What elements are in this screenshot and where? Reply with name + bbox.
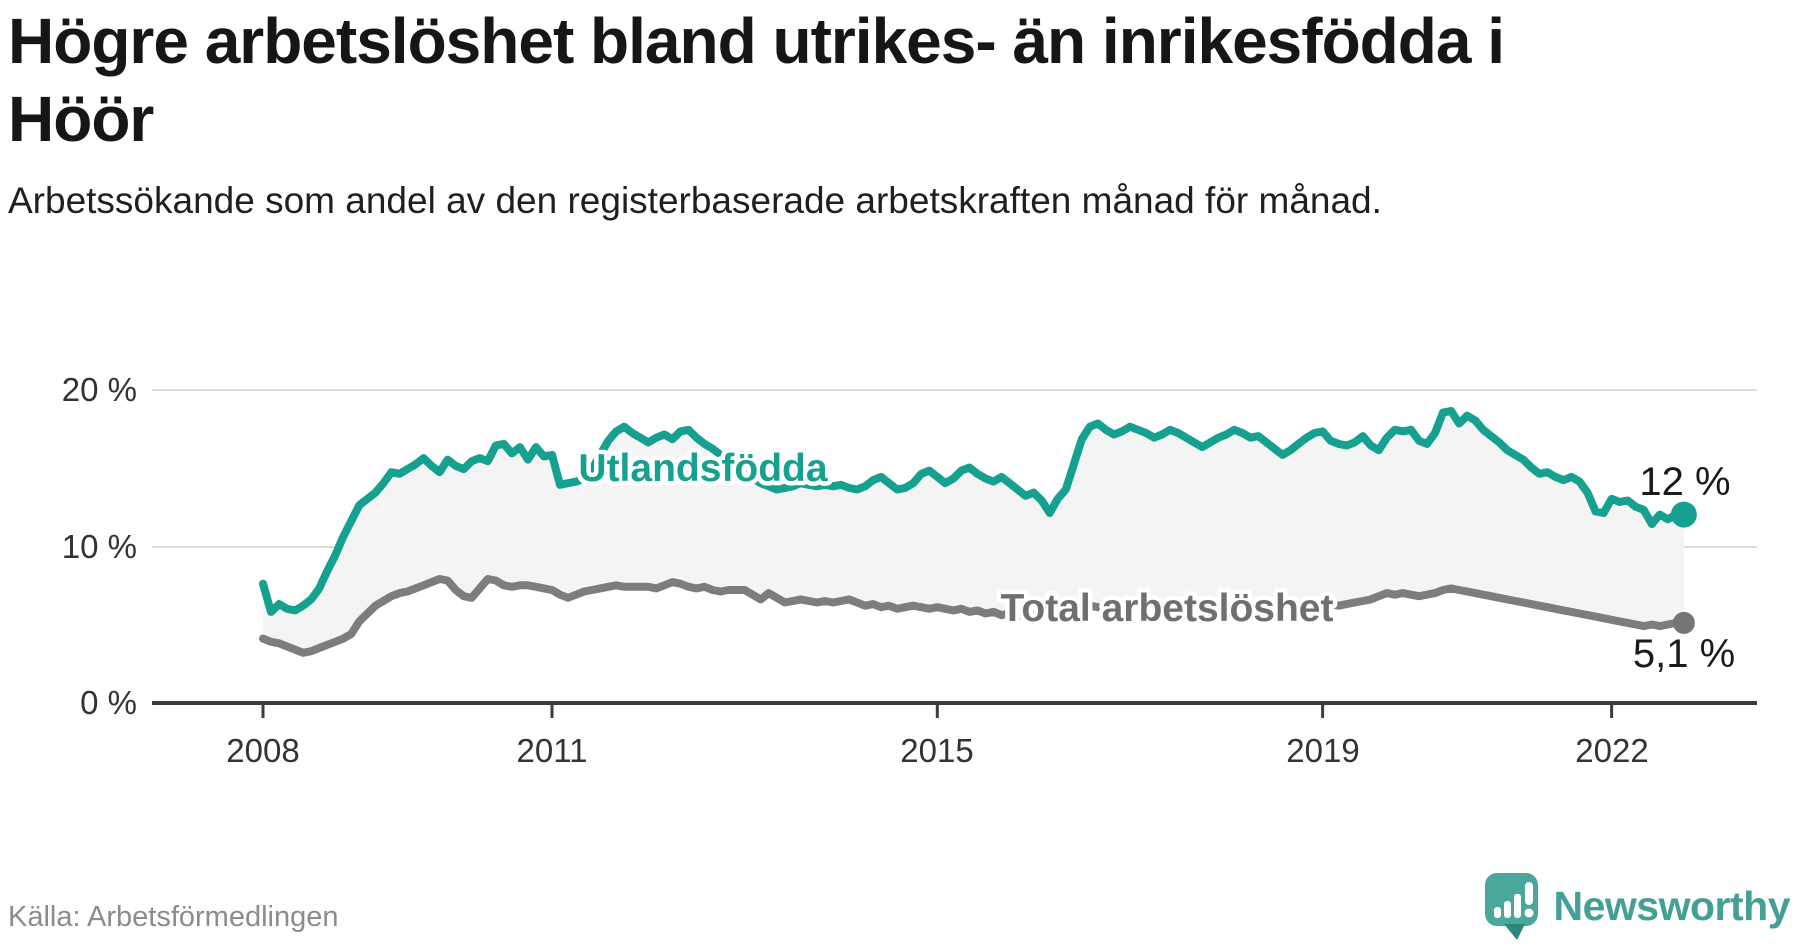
end-value-label-utlandsfodda: 12 %: [1639, 460, 1730, 504]
x-axis-ticks: [261, 703, 1614, 718]
x-axis-label-2022: 2022: [1575, 732, 1648, 769]
y-axis-label-10: 10 %: [62, 528, 137, 565]
y-axis-label-0: 0 %: [80, 684, 137, 721]
newsworthy-chart-bubble-icon: [1484, 873, 1538, 940]
end-value-label-total: 5,1 %: [1633, 632, 1735, 676]
source-note: Källa: Arbetsförmedlingen: [8, 901, 339, 933]
x-axis-label-2015: 2015: [900, 732, 973, 769]
x-axis-label-2011: 2011: [517, 732, 588, 769]
end-dot-utlandsfodda: [1670, 501, 1697, 528]
x-axis-label-2008: 2008: [226, 732, 299, 769]
series-label-total: Total arbetslöshet: [1000, 587, 1333, 630]
page-title: Högre arbetslöshet bland utrikes- än inr…: [8, 5, 1505, 155]
newsworthy-logo: Newsworthy: [1484, 872, 1791, 940]
newsworthy-wordmark: Newsworthy: [1553, 882, 1791, 929]
x-axis-label-2019: 2019: [1286, 732, 1359, 769]
y-axis-label-20: 20 %: [62, 371, 137, 408]
end-dot-total: [1672, 611, 1695, 634]
fill-between-area: [263, 411, 1684, 653]
series-label-utlandsfodda: Utlandsfödda: [578, 447, 827, 490]
series-line-total-arbetsloshet: [259, 575, 1688, 657]
chart-subtitle: Arbetssökande som andel av den registerb…: [8, 180, 1382, 221]
series-line-utlandsfodda: [259, 407, 1688, 616]
